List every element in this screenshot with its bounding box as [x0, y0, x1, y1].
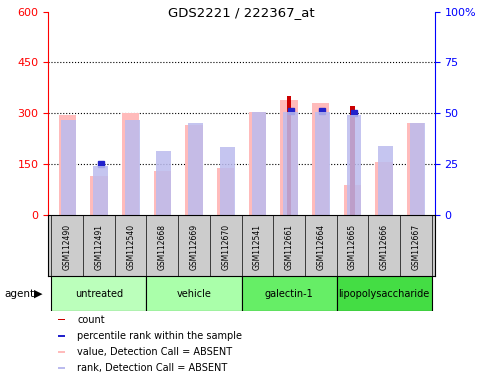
Bar — [156, 151, 171, 215]
Bar — [122, 113, 140, 215]
Text: GSM112664: GSM112664 — [316, 224, 325, 270]
Bar — [410, 123, 425, 215]
Text: count: count — [77, 315, 105, 325]
Bar — [375, 162, 393, 215]
Bar — [280, 100, 298, 215]
Text: GSM112491: GSM112491 — [95, 224, 103, 270]
Bar — [61, 120, 76, 215]
Text: GSM112666: GSM112666 — [380, 224, 388, 270]
Text: untreated: untreated — [75, 289, 123, 299]
Bar — [283, 112, 298, 215]
Bar — [220, 147, 235, 215]
Text: GSM112490: GSM112490 — [63, 224, 72, 270]
Bar — [407, 123, 425, 215]
Text: percentile rank within the sample: percentile rank within the sample — [77, 331, 242, 341]
Bar — [312, 103, 329, 215]
Bar — [58, 319, 65, 321]
Bar — [58, 115, 76, 215]
Text: GSM112667: GSM112667 — [411, 224, 420, 270]
Text: lipopolysaccharide: lipopolysaccharide — [339, 289, 430, 299]
Bar — [217, 167, 234, 215]
Text: agent: agent — [5, 289, 35, 299]
Text: GDS2221 / 222367_at: GDS2221 / 222367_at — [168, 6, 315, 19]
Bar — [58, 335, 65, 336]
Bar — [343, 184, 361, 215]
FancyBboxPatch shape — [146, 276, 242, 311]
Bar — [154, 171, 171, 215]
Bar — [249, 112, 266, 215]
FancyBboxPatch shape — [337, 276, 431, 311]
Text: ▶: ▶ — [34, 289, 43, 299]
Bar — [315, 112, 330, 215]
Bar — [252, 112, 266, 215]
FancyBboxPatch shape — [52, 276, 146, 311]
Text: GSM112540: GSM112540 — [126, 224, 135, 270]
Text: rank, Detection Call = ABSENT: rank, Detection Call = ABSENT — [77, 363, 227, 373]
Text: value, Detection Call = ABSENT: value, Detection Call = ABSENT — [77, 347, 232, 357]
Text: GSM112665: GSM112665 — [348, 224, 357, 270]
Bar — [58, 351, 65, 353]
Bar — [58, 367, 65, 369]
Text: GSM112541: GSM112541 — [253, 224, 262, 270]
Text: GSM112661: GSM112661 — [284, 224, 294, 270]
Bar — [188, 123, 203, 215]
Bar — [90, 176, 108, 215]
Bar — [286, 96, 291, 215]
FancyBboxPatch shape — [242, 276, 337, 311]
Bar — [93, 166, 108, 215]
Bar — [346, 115, 361, 215]
Text: vehicle: vehicle — [177, 289, 212, 299]
Bar — [378, 146, 393, 215]
Text: galectin-1: galectin-1 — [265, 289, 313, 299]
Text: GSM112668: GSM112668 — [158, 224, 167, 270]
Bar — [350, 106, 355, 215]
Text: GSM112669: GSM112669 — [189, 224, 199, 270]
Bar — [185, 125, 203, 215]
Text: GSM112670: GSM112670 — [221, 224, 230, 270]
Bar — [125, 120, 140, 215]
